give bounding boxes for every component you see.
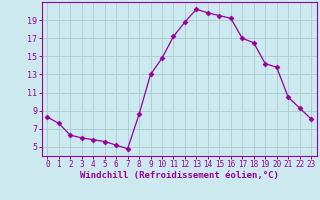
X-axis label: Windchill (Refroidissement éolien,°C): Windchill (Refroidissement éolien,°C) bbox=[80, 171, 279, 180]
